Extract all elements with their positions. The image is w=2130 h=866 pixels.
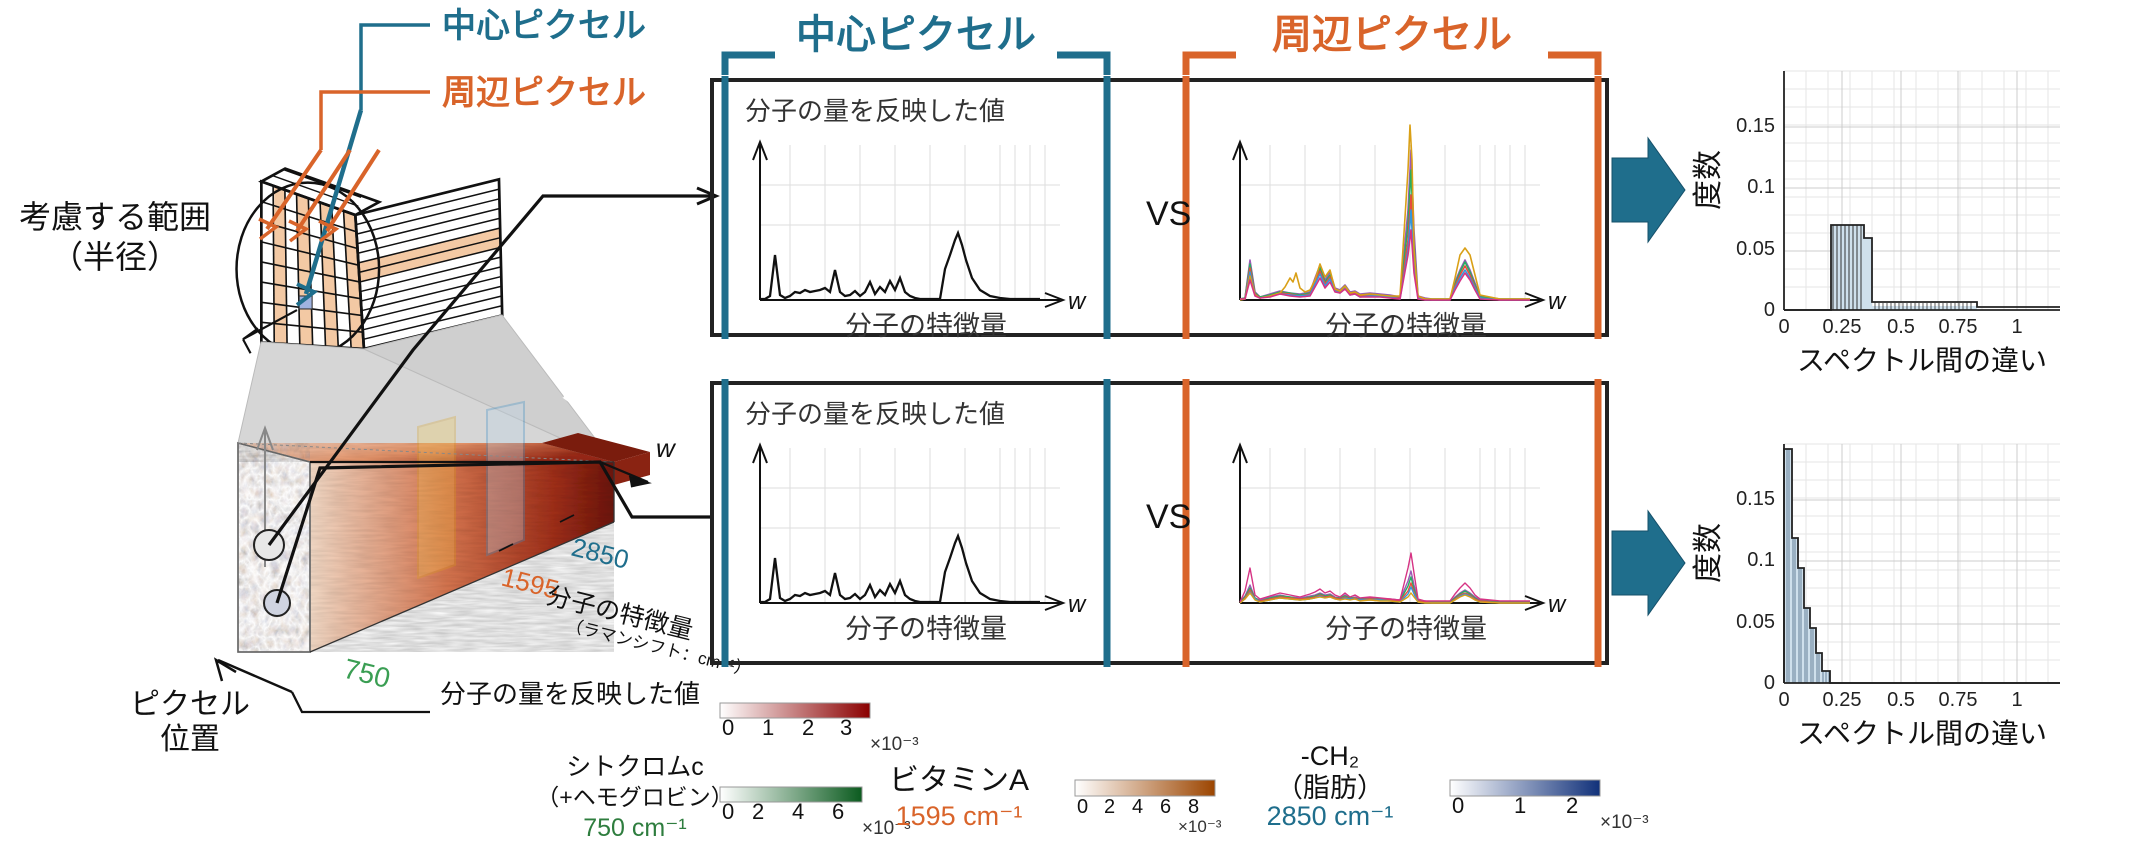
svg-text:0: 0 (722, 799, 734, 824)
svg-text:度数: 度数 (1692, 150, 1725, 210)
svg-text:1: 1 (2011, 316, 2022, 338)
svg-text:0.25: 0.25 (1823, 689, 1862, 711)
svg-text:0: 0 (1778, 689, 1789, 711)
svg-text:位置: 位置 (160, 723, 220, 756)
svg-text:w: w (656, 433, 677, 463)
svg-text:0: 0 (1764, 299, 1775, 321)
svg-text:0.15: 0.15 (1736, 115, 1775, 137)
svg-text:VS: VS (1146, 498, 1191, 536)
svg-text:中心ピクセル: 中心ピクセル (442, 7, 646, 45)
svg-text:6: 6 (832, 799, 844, 824)
svg-text:×10⁻³: ×10⁻³ (1600, 812, 1649, 833)
svg-text:シトクロムc: シトクロムc (566, 753, 704, 781)
svg-text:0: 0 (1764, 672, 1775, 694)
svg-text:1: 1 (2011, 689, 2022, 711)
svg-text:分子の特徴量: 分子の特徴量 (1325, 614, 1487, 644)
svg-text:スペクトル間の違い: スペクトル間の違い (1797, 345, 2047, 376)
svg-text:w: w (1548, 288, 1567, 315)
svg-text:0.05: 0.05 (1736, 238, 1775, 260)
svg-text:1: 1 (1514, 793, 1526, 818)
svg-text:750: 750 (341, 653, 394, 694)
svg-text:考慮する範囲: 考慮する範囲 (19, 199, 211, 235)
svg-text:6: 6 (1160, 796, 1171, 818)
svg-text:分子の量を反映した値: 分子の量を反映した値 (745, 96, 1005, 126)
svg-text:750 cm⁻¹: 750 cm⁻¹ (583, 814, 687, 842)
svg-text:0: 0 (1452, 793, 1464, 818)
svg-text:4: 4 (1132, 796, 1143, 818)
svg-text:0: 0 (1778, 316, 1789, 338)
svg-text:（脂肪）: （脂肪） (1276, 773, 1384, 803)
svg-text:周辺ピクセル: 周辺ピクセル (442, 74, 646, 112)
svg-text:4: 4 (792, 799, 804, 824)
svg-text:w: w (1068, 591, 1087, 618)
svg-text:2: 2 (802, 715, 814, 740)
svg-text:0.75: 0.75 (1939, 689, 1978, 711)
svg-text:分子の特徴量: 分子の特徴量 (845, 311, 1007, 341)
svg-text:×10⁻³: ×10⁻³ (1178, 817, 1222, 836)
svg-text:0: 0 (1077, 796, 1088, 818)
svg-text:（半径）: （半径） (51, 239, 179, 275)
svg-text:0.5: 0.5 (1887, 316, 1915, 338)
svg-text:（+ヘモグロビン）: （+ヘモグロビン） (536, 784, 733, 810)
svg-text:1595 cm⁻¹: 1595 cm⁻¹ (896, 801, 1023, 831)
svg-text:2: 2 (1104, 796, 1115, 818)
svg-text:分子の特徴量: 分子の特徴量 (1325, 311, 1487, 341)
svg-text:分子の量を反映した値: 分子の量を反映した値 (440, 679, 700, 709)
svg-text:w: w (1548, 591, 1567, 618)
svg-text:2: 2 (1566, 793, 1578, 818)
svg-text:0.15: 0.15 (1736, 488, 1775, 510)
svg-text:VS: VS (1146, 195, 1191, 233)
svg-text:w: w (1068, 288, 1087, 315)
svg-text:0.5: 0.5 (1887, 689, 1915, 711)
svg-text:スペクトル間の違い: スペクトル間の違い (1797, 718, 2047, 749)
svg-text:2850: 2850 (569, 532, 632, 575)
svg-text:分子の特徴量: 分子の特徴量 (845, 614, 1007, 644)
svg-text:-CH₂: -CH₂ (1301, 741, 1359, 771)
svg-text:2850 cm⁻¹: 2850 cm⁻¹ (1267, 801, 1394, 831)
svg-text:周辺ピクセル: 周辺ピクセル (1272, 13, 1512, 57)
svg-text:ピクセル: ピクセル (130, 688, 250, 721)
svg-text:0.1: 0.1 (1747, 176, 1775, 198)
svg-text:1: 1 (762, 715, 774, 740)
svg-text:中心ピクセル: 中心ピクセル (796, 13, 1036, 57)
svg-text:度数: 度数 (1692, 523, 1725, 583)
svg-text:0.1: 0.1 (1747, 549, 1775, 571)
svg-text:0.25: 0.25 (1823, 316, 1862, 338)
svg-text:分子の量を反映した値: 分子の量を反映した値 (745, 399, 1005, 429)
svg-text:8: 8 (1188, 796, 1199, 818)
svg-text:0.05: 0.05 (1736, 611, 1775, 633)
svg-text:3: 3 (840, 715, 852, 740)
svg-text:ビタミンA: ビタミンA (889, 764, 1029, 797)
svg-text:0.75: 0.75 (1939, 316, 1978, 338)
svg-text:×10⁻³: ×10⁻³ (870, 734, 919, 755)
svg-text:2: 2 (752, 799, 764, 824)
svg-text:0: 0 (722, 715, 734, 740)
